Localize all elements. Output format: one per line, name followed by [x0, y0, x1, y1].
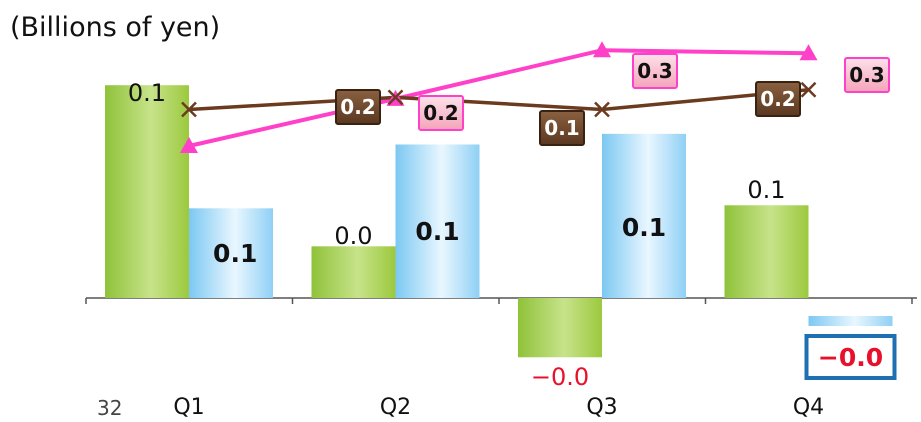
- bar-green: [518, 298, 602, 358]
- brown-x-marker: [387, 89, 404, 106]
- green-bar-label: 0.0: [334, 222, 372, 250]
- brown-x-marker: [181, 101, 197, 118]
- category-label: Q2: [380, 395, 411, 420]
- pink-box: [844, 57, 890, 93]
- blue-bar-label: 0.1: [213, 239, 257, 268]
- bar-blue: [602, 133, 686, 298]
- bar-blue: [808, 316, 893, 326]
- category-label: Q4: [793, 395, 824, 420]
- page-number: 32: [97, 396, 123, 420]
- pink-box-label: 0.3: [849, 63, 884, 87]
- bar-blue: [395, 144, 480, 298]
- category-label: Q3: [586, 395, 617, 420]
- blue-bar-label: 0.1: [622, 213, 666, 242]
- brown-box: [335, 89, 381, 125]
- brown-series-line: [188, 88, 809, 112]
- pink-triangle-marker: [180, 137, 198, 153]
- brown-box-label: 0.2: [760, 87, 795, 111]
- green-bar-label: 0.1: [747, 176, 785, 204]
- bar-green: [311, 246, 396, 298]
- pink-triangle-marker: [593, 41, 611, 58]
- brown-x-stroke: [181, 101, 197, 118]
- brown-x-marker: [594, 101, 610, 118]
- labels-layer: 0.1 0.0 −0.0 0.1 0.1 0.1 0.1 −0.0 0.2 0.1 0.2 0.2 0.…: [128, 53, 897, 391]
- bar-blue: [189, 208, 273, 298]
- pink-box-label: 0.2: [423, 101, 458, 125]
- bar-green: [724, 205, 809, 298]
- brown-x-stroke: [594, 101, 610, 118]
- green-bar-label: 0.1: [128, 79, 166, 107]
- bars-layer: [105, 85, 893, 358]
- brown-box: [539, 110, 585, 146]
- lines-layer: [180, 41, 818, 153]
- unit-label: (Billions of yen): [10, 12, 221, 43]
- pink-triangle-marker: [799, 44, 818, 61]
- brown-box-label: 0.2: [340, 95, 375, 119]
- brown-x-stroke: [387, 89, 404, 106]
- green-bar-label: −0.0: [531, 363, 589, 391]
- category-label: Q1: [173, 395, 204, 420]
- brown-box-label: 0.1: [544, 116, 579, 140]
- brown-x-marker: [800, 81, 817, 98]
- axis-layer: Q1 Q2 Q3 Q4: [85, 297, 917, 420]
- pink-box: [632, 53, 678, 89]
- brown-x-stroke: [800, 81, 817, 98]
- bar-green: [105, 85, 189, 298]
- blue-bar-label: −0.0: [818, 343, 883, 372]
- q4-negative-outline: [804, 334, 897, 380]
- pink-box-label: 0.3: [637, 59, 672, 83]
- pink-series-line: [188, 48, 809, 148]
- blue-bar-label: 0.1: [415, 217, 459, 246]
- pink-box: [418, 95, 464, 131]
- brown-box: [755, 81, 801, 117]
